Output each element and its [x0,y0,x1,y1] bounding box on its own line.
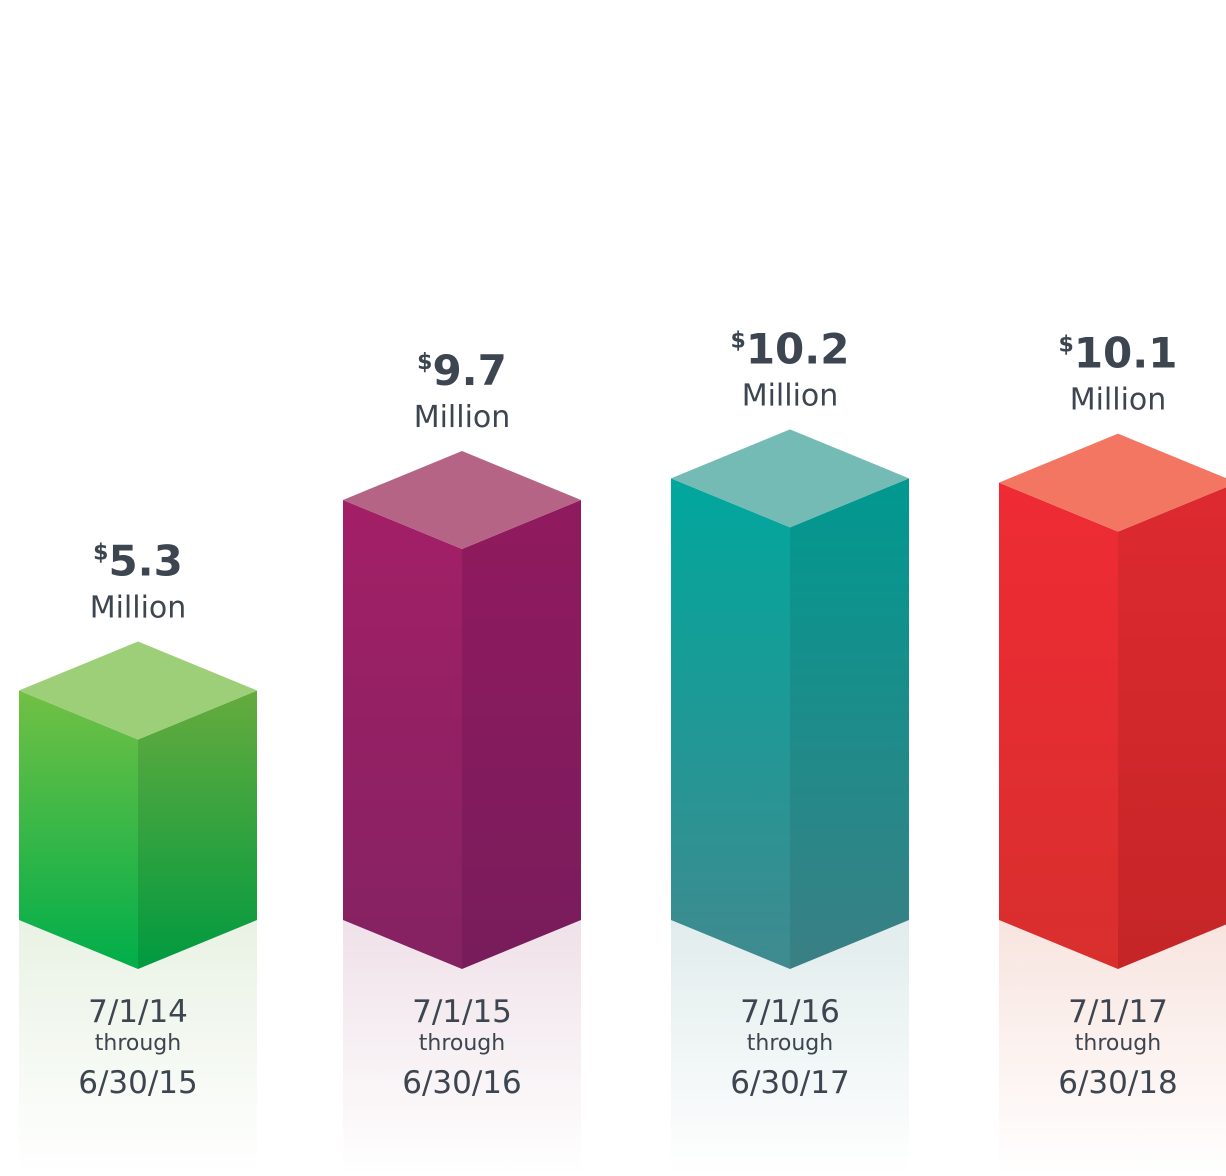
currency-symbol: $ [93,541,108,566]
bar-value-unit: Million [1070,383,1167,418]
bar-value: 9.7 [432,346,506,395]
currency-symbol: $ [731,328,746,353]
bar-top-face [671,429,909,528]
period-end: 6/30/18 [1058,1065,1178,1101]
bar-value-label: $9.7 [417,346,507,395]
bar-top-face [19,641,257,740]
period-connector: through [1075,1031,1161,1056]
bar-value-label: $10.2 [731,324,850,373]
bar-right-face [1118,487,1226,969]
bar-left-face [19,690,138,969]
period-end: 6/30/17 [730,1065,850,1101]
bar-value: 10.1 [1074,329,1178,378]
currency-symbol: $ [1059,333,1074,358]
bar-value-unit: Million [742,378,839,413]
bar-value-label: $5.3 [93,537,183,586]
period-start: 7/1/14 [88,994,188,1030]
period-connector: through [419,1031,505,1056]
period-end: 6/30/16 [402,1065,522,1101]
bar [343,450,581,969]
value-labels: $5.3 Million $9.7 Million $10.2 Million $10.1 M… [90,324,1178,625]
bar [671,429,909,969]
bar-value-unit: Million [90,591,187,626]
bars [19,429,1226,969]
bar [19,641,257,969]
bar-value: 5.3 [108,537,182,586]
bar-top-face [343,450,581,549]
period-labels: 7/1/14through6/30/157/1/15through6/30/16… [78,994,1178,1101]
bar-value-unit: Million [414,400,511,435]
period-connector: through [95,1031,181,1056]
bar-top-face [999,433,1226,532]
currency-symbol: $ [417,350,432,375]
bar-value-label: $10.1 [1059,329,1178,378]
period-end: 6/30/15 [78,1065,198,1101]
bar-left-face [343,499,462,969]
period-start: 7/1/17 [1068,994,1168,1030]
bar-reflections [19,920,1226,1176]
bar-left-face [999,482,1118,969]
bar-value: 10.2 [746,324,850,373]
period-start: 7/1/15 [412,994,512,1030]
period-start: 7/1/16 [740,994,840,1030]
bar [999,433,1226,969]
bar-left-face [671,478,790,969]
bar-right-face [138,690,257,969]
bar-right-face [462,499,581,969]
bar-right-face [790,478,909,969]
period-connector: through [747,1031,833,1056]
